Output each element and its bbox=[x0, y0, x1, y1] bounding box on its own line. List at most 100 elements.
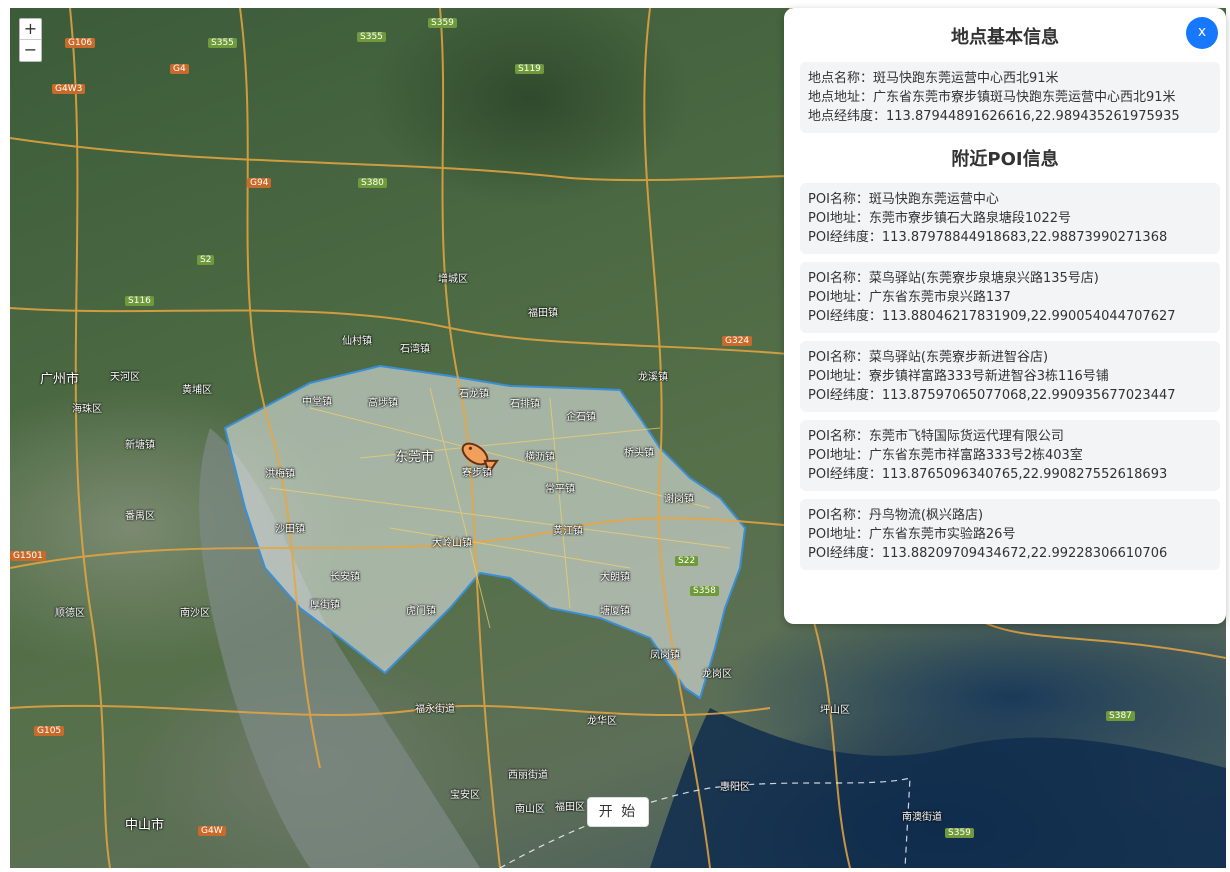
basic-info-card: 地点名称：斑马快跑东莞运营中心西北91米 地点地址：广东省东莞市寮步镇斑马快跑东… bbox=[800, 62, 1220, 133]
road-shield-label: G94 bbox=[247, 178, 272, 188]
zoom-control: + − bbox=[19, 18, 42, 62]
map-place-label: 凤岗镇 bbox=[650, 650, 680, 661]
map-place-label: 常平镇 bbox=[545, 484, 575, 495]
poi-coords: POI经纬度：113.8765096340765,22.990827552618… bbox=[808, 467, 1168, 482]
poi-address: POI地址：寮步镇祥富路333号新进智谷3栋116号铺 bbox=[808, 369, 1109, 384]
place-name: 地点名称：斑马快跑东莞运营中心西北91米 bbox=[808, 71, 1059, 86]
map-place-label: 谢岗镇 bbox=[664, 494, 694, 505]
road-shield-label: G324 bbox=[722, 336, 753, 346]
poi-card: POI名称：东莞市飞特国际货运代理有限公司 POI地址：广东省东莞市祥富路333… bbox=[800, 420, 1220, 491]
map-place-label: 福永街道 bbox=[415, 704, 455, 715]
road-shield-label: S119 bbox=[515, 64, 544, 74]
map-place-label: 长安镇 bbox=[330, 572, 360, 583]
poi-coords: POI经纬度：113.88209709434672,22.99228306610… bbox=[808, 546, 1168, 561]
map-place-label: 龙溪镇 bbox=[638, 372, 668, 383]
map-place-label: 高埗镇 bbox=[368, 398, 398, 409]
road-shield-label: S22 bbox=[675, 556, 699, 566]
map-place-label: 东莞市 bbox=[395, 450, 435, 465]
map-place-label: 龙华区 bbox=[587, 716, 617, 727]
map-place-label: 惠阳区 bbox=[720, 782, 750, 793]
info-panel: x 地点基本信息 地点名称：斑马快跑东莞运营中心西北91米 地点地址：广东省东莞… bbox=[784, 8, 1226, 624]
road-shield-label: G1501 bbox=[10, 551, 46, 561]
zoom-in-button[interactable]: + bbox=[20, 19, 41, 40]
poi-card: POI名称：丹鸟物流(枫兴路店) POI地址：广东省东莞市实验路26号 POI经… bbox=[800, 499, 1220, 570]
road-shield-label: S380 bbox=[358, 178, 387, 188]
place-address: 地点地址：广东省东莞市寮步镇斑马快跑东莞运营中心西北91米 bbox=[808, 90, 1176, 105]
poi-card: POI名称：菜鸟驿站(东莞寮步新进智谷店) POI地址：寮步镇祥富路333号新进… bbox=[800, 341, 1220, 412]
map-place-label: 桥头镇 bbox=[624, 448, 654, 459]
poi-name: POI名称：东莞市飞特国际货运代理有限公司 bbox=[808, 429, 1064, 444]
map-place-label: 大朗镇 bbox=[600, 572, 630, 583]
map-place-label: 石排镇 bbox=[510, 399, 540, 410]
map-place-label: 西丽街道 bbox=[508, 770, 548, 781]
map-place-label: 顺德区 bbox=[55, 608, 85, 619]
road-shield-label: G105 bbox=[34, 726, 65, 736]
map-place-label: 仙村镇 bbox=[342, 336, 372, 347]
poi-info-title: 附近POI信息 bbox=[951, 149, 1059, 170]
road-shield-label: S355 bbox=[357, 32, 386, 42]
road-shield-label: G4W bbox=[198, 826, 226, 836]
poi-card: POI名称：斑马快跑东莞运营中心 POI地址：东莞市寮步镇石大路泉塘段1022号… bbox=[800, 183, 1220, 254]
place-coords: 地点经纬度：113.87944891626616,22.989435261975… bbox=[808, 109, 1180, 124]
map-place-label: 沙田镇 bbox=[275, 524, 305, 535]
map-place-label: 福田区 bbox=[555, 802, 585, 813]
map-place-label: 龙岗区 bbox=[702, 669, 732, 680]
poi-coords: POI经纬度：113.88046217831909,22.99005404470… bbox=[808, 309, 1176, 324]
map-place-label: 虎门镇 bbox=[406, 606, 436, 617]
basic-info-title: 地点基本信息 bbox=[951, 27, 1059, 48]
poi-address: POI地址：广东省东莞市实验路26号 bbox=[808, 527, 1016, 542]
road-shield-label: S359 bbox=[428, 18, 457, 28]
road-shield-label: S359 bbox=[945, 828, 974, 838]
map-place-label: 宝安区 bbox=[450, 790, 480, 801]
dongguan-boundary bbox=[223, 364, 747, 700]
map-place-label: 南澳街道 bbox=[902, 812, 942, 823]
road-shield-label: S116 bbox=[125, 296, 154, 306]
map-place-label: 寮步镇 bbox=[462, 468, 492, 479]
map-place-label: 黄江镇 bbox=[553, 526, 583, 537]
map-place-label: 塘厦镇 bbox=[600, 606, 630, 617]
map-place-label: 南沙区 bbox=[180, 608, 210, 619]
map-place-label: 新塘镇 bbox=[125, 440, 155, 451]
road-shield-label: S358 bbox=[690, 586, 719, 596]
poi-coords: POI经纬度：113.87597065077068,22.99093567702… bbox=[808, 388, 1176, 403]
map-place-label: 南山区 bbox=[515, 804, 545, 815]
poi-address: POI地址：广东省东莞市泉兴路137 bbox=[808, 290, 1011, 305]
map-place-label: 厚街镇 bbox=[310, 600, 340, 611]
map-place-label: 横沥镇 bbox=[525, 452, 555, 463]
poi-name: POI名称：菜鸟驿站(东莞寮步新进智谷店) bbox=[808, 350, 1049, 365]
poi-list: POI名称：斑马快跑东莞运营中心 POI地址：东莞市寮步镇石大路泉塘段1022号… bbox=[800, 183, 1220, 570]
poi-address: POI地址：东莞市寮步镇石大路泉塘段1022号 bbox=[808, 211, 1071, 226]
poi-name: POI名称：丹鸟物流(枫兴路店) bbox=[808, 508, 984, 523]
poi-address: POI地址：广东省东莞市祥富路333号2栋403室 bbox=[808, 448, 1083, 463]
map-place-label: 企石镇 bbox=[566, 412, 596, 423]
road-shield-label: G4 bbox=[170, 64, 189, 74]
road-shield-label: G4W3 bbox=[52, 84, 86, 94]
road-shield-label: S387 bbox=[1106, 711, 1135, 721]
road-shield-label: G106 bbox=[65, 38, 96, 48]
map-place-label: 黄埔区 bbox=[182, 385, 212, 396]
zoom-out-button[interactable]: − bbox=[23, 40, 38, 59]
poi-card: POI名称：菜鸟驿站(东莞寮步泉塘泉兴路135号店) POI地址：广东省东莞市泉… bbox=[800, 262, 1220, 333]
fish-icon bbox=[461, 442, 499, 475]
map-place-label: 坪山区 bbox=[820, 705, 850, 716]
close-button[interactable]: x bbox=[1186, 17, 1218, 49]
map-place-label: 大岭山镇 bbox=[432, 538, 472, 549]
map-place-label: 广州市 bbox=[40, 372, 80, 387]
start-button[interactable]: 开 始 bbox=[587, 797, 649, 827]
map-place-label: 中堂镇 bbox=[302, 397, 332, 408]
poi-name: POI名称：菜鸟驿站(东莞寮步泉塘泉兴路135号店) bbox=[808, 271, 1099, 286]
map-place-label: 洪梅镇 bbox=[265, 469, 295, 480]
map-place-label: 海珠区 bbox=[72, 404, 102, 415]
map-place-label: 增城区 bbox=[438, 274, 468, 285]
map-place-label: 番禺区 bbox=[125, 511, 155, 522]
map-place-label: 石湾镇 bbox=[400, 344, 430, 355]
map-layer bbox=[10, 8, 1226, 868]
poi-name: POI名称：斑马快跑东莞运营中心 bbox=[808, 192, 999, 207]
poi-coords: POI经纬度：113.87978844918683,22.98873990271… bbox=[808, 230, 1168, 245]
map-place-label: 石龙镇 bbox=[459, 389, 489, 400]
road-shield-label: S2 bbox=[197, 255, 215, 265]
road-shield-label: S355 bbox=[208, 38, 237, 48]
map-place-label: 天河区 bbox=[110, 372, 140, 383]
map-place-label: 福田镇 bbox=[528, 308, 558, 319]
map-place-label: 中山市 bbox=[125, 818, 165, 833]
